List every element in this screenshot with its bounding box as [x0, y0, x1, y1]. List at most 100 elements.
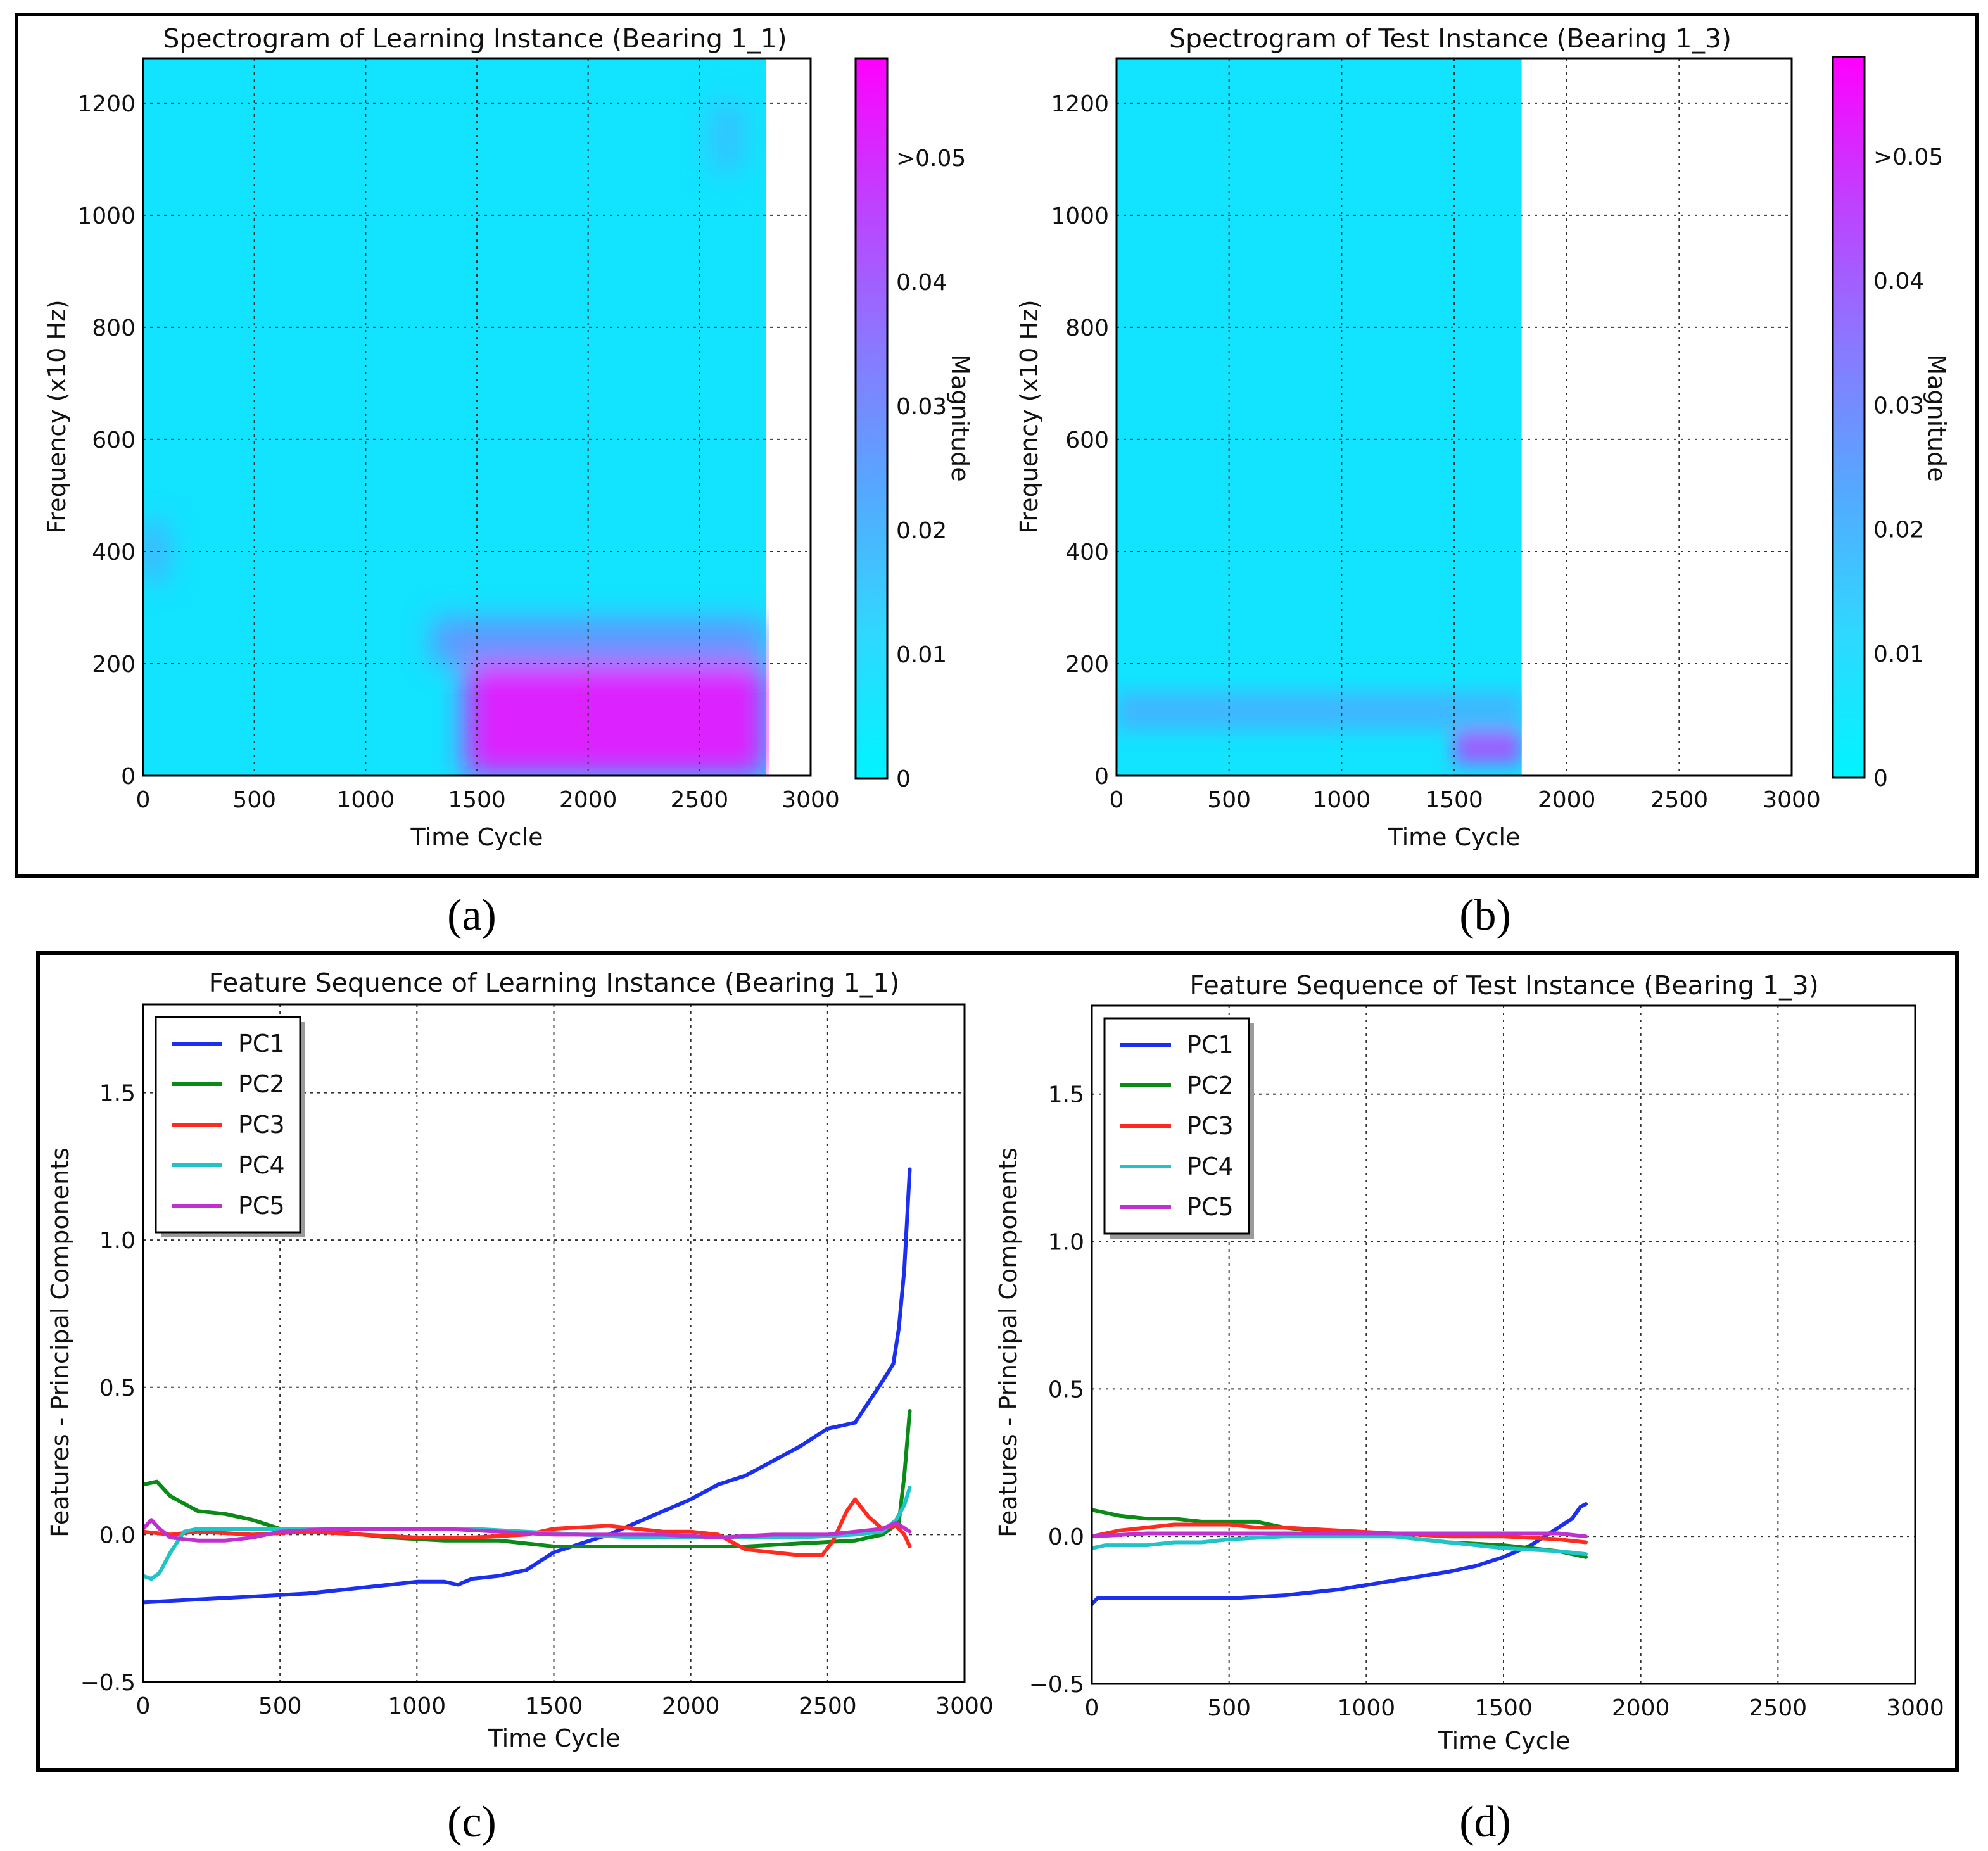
chart-a-xtick-label: 2500	[671, 787, 729, 813]
chart-d-xtick-label: 0	[1085, 1695, 1099, 1721]
chart-b-xtick-label: 2500	[1650, 787, 1709, 813]
chart-b-title: Spectrogram of Test Instance (Bearing 1_…	[1169, 23, 1732, 54]
chart-a-ytick-label: 1200	[77, 91, 136, 117]
chart-a-colorbar	[854, 57, 889, 780]
chart-a-xtick-label: 2000	[559, 787, 617, 813]
chart-c-y-ticks: −0.5 0.0 0.5 1.0 1.5	[80, 1081, 136, 1696]
feature-sequence-test-chart: Feature Sequence of Test Instance (Beari…	[994, 970, 1944, 1755]
chart-b-colorbar-tick: 0.01	[1873, 641, 1924, 667]
chart-c-ytick-label: 1.5	[99, 1081, 136, 1107]
chart-c-ytick-label: 1.0	[99, 1228, 136, 1254]
chart-b-xtick-label: 500	[1207, 787, 1251, 813]
chart-b-xtick-label: 0	[1110, 787, 1124, 813]
chart-a-colorbar-tick: 0.04	[896, 270, 947, 296]
chart-d-xtick-label: 1000	[1338, 1695, 1396, 1721]
chart-d-legend: PC1 PC2 PC3 PC4 PC5	[1103, 1017, 1254, 1239]
chart-b-heat-base	[1117, 58, 1522, 776]
chart-b-ytick-label: 1200	[1051, 91, 1109, 117]
chart-b-colorbar-tick: 0.02	[1873, 517, 1924, 543]
caption-c: (c)	[447, 1798, 497, 1847]
chart-a-ytick-label: 600	[92, 427, 136, 453]
chart-d-xlabel: Time Cycle	[1438, 1727, 1571, 1755]
chart-b-hotspot-2	[1117, 692, 1522, 731]
chart-c-ylabel: Features - Principal Components	[46, 1147, 74, 1538]
chart-c-legend: PC1 PC2 PC3 PC4 PC5	[155, 1016, 305, 1237]
chart-d-y-ticks: −0.5 0.0 0.5 1.0 1.5	[1029, 1082, 1084, 1698]
chart-c-legend-label-pc4: PC4	[238, 1151, 285, 1179]
chart-a-ytick-label: 200	[92, 652, 136, 678]
chart-d-series-pc1	[1092, 1502, 1588, 1607]
caption-a: (a)	[447, 891, 497, 940]
chart-c-ytick-label: 0.5	[99, 1375, 136, 1401]
chart-b-xtick-label: 2000	[1538, 787, 1596, 813]
chart-a-hotspot-3	[710, 103, 744, 171]
chart-a-hotspot-0	[465, 663, 766, 776]
chart-b-hotspot-1	[1454, 731, 1522, 765]
chart-c-xtick-label: 500	[258, 1693, 302, 1719]
chart-d-ytick-label: 0.5	[1048, 1377, 1084, 1403]
caption-b: (b)	[1459, 891, 1511, 940]
chart-d-xtick-label: 3000	[1886, 1695, 1944, 1721]
chart-c-series-pc2	[143, 1409, 912, 1548]
chart-a-ytick-label: 1000	[77, 203, 136, 229]
chart-b-hotspots	[1117, 692, 1522, 765]
chart-a-xtick-label: 1500	[448, 787, 506, 813]
chart-d-axes	[1091, 1004, 1916, 1685]
chart-b-colorbar-label: Magnitude	[1923, 354, 1951, 481]
chart-b-y-ticks: 0 200 400 600 800 1000 1200	[1051, 91, 1109, 790]
chart-d-ytick-label: −0.5	[1029, 1672, 1084, 1698]
chart-b-ylabel: Frequency (x10 Hz)	[1015, 300, 1043, 533]
chart-a-xlabel: Time Cycle	[410, 823, 543, 851]
chart-d-ylabel: Features - Principal Components	[994, 1147, 1022, 1538]
chart-d-ytick-label: 1.5	[1048, 1082, 1084, 1108]
chart-d-xtick-label: 2000	[1612, 1695, 1670, 1721]
chart-c-ytick-label: −0.5	[80, 1670, 136, 1696]
chart-b-colorbar-tick: 0.03	[1873, 393, 1924, 419]
chart-a-ytick-label: 400	[92, 540, 136, 565]
chart-a-x-ticks: 0 500 1000 1500 2000 2500 3000	[136, 787, 840, 813]
chart-d-x-ticks: 0 500 1000 1500 2000 2500 3000	[1085, 1695, 1944, 1721]
chart-b-colorbar-tick: 0.04	[1873, 268, 1924, 294]
chart-c-xtick-label: 3000	[935, 1693, 994, 1719]
chart-a-hotspot-1	[432, 619, 766, 664]
chart-c-ytick-label: 0.0	[99, 1522, 136, 1548]
chart-c-xtick-label: 1500	[525, 1693, 583, 1719]
chart-c-legend-label-pc2: PC2	[238, 1070, 285, 1098]
chart-d-series-pc2	[1092, 1508, 1588, 1559]
chart-b-xtick-label: 1000	[1313, 787, 1371, 813]
chart-a-hotspots	[143, 103, 766, 776]
chart-d-legend-label-pc1: PC1	[1187, 1031, 1234, 1059]
caption-d: (d)	[1459, 1798, 1511, 1847]
chart-b-ytick-label: 0	[1094, 764, 1109, 790]
chart-d-xtick-label: 2500	[1749, 1695, 1808, 1721]
feature-sequence-learning-chart: Feature Sequence of Learning Instance (B…	[46, 968, 994, 1752]
chart-a-xtick-label: 1000	[337, 787, 395, 813]
chart-a-ytick-label: 800	[92, 315, 136, 341]
chart-a-ytick-label: 0	[121, 764, 136, 790]
chart-b-xtick-label: 3000	[1763, 787, 1821, 813]
chart-d-legend-label-pc5: PC5	[1187, 1193, 1234, 1221]
chart-d-legend-label-pc4: PC4	[1187, 1153, 1234, 1180]
chart-a-colorbar-label: Magnitude	[946, 354, 974, 481]
chart-c-xtick-label: 1000	[388, 1693, 446, 1719]
top-panel-frame	[15, 13, 1979, 878]
chart-d-series-pc5	[1092, 1531, 1588, 1539]
chart-c-title: Feature Sequence of Learning Instance (B…	[209, 968, 900, 998]
chart-a-xtick-label: 3000	[782, 787, 840, 813]
chart-b-ytick-label: 800	[1065, 315, 1109, 341]
chart-d-legend-label-pc2: PC2	[1187, 1071, 1234, 1099]
chart-c-series-pc5	[143, 1518, 912, 1543]
chart-a-colorbar-tick: 0	[896, 766, 911, 792]
chart-a-xtick-label: 500	[232, 787, 276, 813]
chart-a-xtick-label: 0	[136, 787, 151, 813]
chart-d-ytick-label: 0.0	[1048, 1524, 1084, 1550]
chart-b-colorbar-tick: 0	[1873, 766, 1888, 792]
chart-a-hotspot-2	[143, 523, 166, 580]
chart-b-colorbar-ticks: 0 0.01 0.02 0.03 0.04 >0.05	[1873, 144, 1943, 792]
chart-a-colorbar-tick: 0.01	[896, 642, 947, 668]
chart-c-x-ticks: 0 500 1000 1500 2000 2500 3000	[136, 1693, 994, 1719]
chart-d-ytick-label: 1.0	[1048, 1230, 1084, 1256]
chart-c-xtick-label: 2500	[799, 1693, 857, 1719]
chart-c-series	[143, 1167, 912, 1605]
